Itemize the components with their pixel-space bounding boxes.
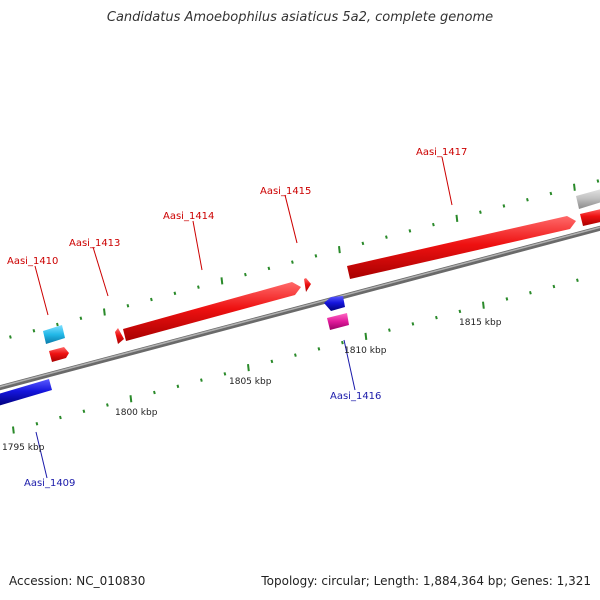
gene-right-edge-arrow[interactable] [580, 208, 600, 226]
gene-label: Aasi_1409 [24, 478, 75, 489]
outer-tick-row [9, 179, 600, 339]
minor-tick [458, 309, 462, 314]
minor-tick [341, 340, 344, 345]
major-tick [129, 395, 133, 403]
map-title: Candidatus Amoebophilus asiaticus 5a2, c… [106, 10, 494, 25]
gene-label: Aasi_1414 [163, 211, 214, 222]
major-tick [573, 183, 576, 191]
minor-tick [385, 235, 388, 239]
major-tick [12, 426, 15, 434]
minor-tick [435, 315, 438, 320]
minor-tick [82, 409, 86, 414]
minor-tick [502, 204, 506, 208]
minor-tick [529, 290, 532, 295]
major-tick [364, 332, 368, 340]
scale-label-1795: 1795 kbp [2, 443, 45, 453]
genome-backbone [0, 225, 600, 391]
gene-label: Aasi_1413 [69, 238, 120, 249]
minor-tick [576, 278, 579, 282]
scale-labels: 1795 kbp 1800 kbp 1805 kbp 1810 kbp 1815… [2, 318, 502, 453]
minor-tick [270, 359, 274, 364]
minor-tick [32, 329, 36, 333]
gene-magenta-block[interactable] [327, 313, 349, 330]
minor-tick [549, 191, 553, 196]
minor-tick [552, 284, 556, 289]
forward-strand-genes [43, 188, 600, 362]
minor-tick [9, 335, 12, 339]
minor-tick [361, 241, 365, 246]
major-tick [220, 277, 224, 285]
minor-tick [411, 322, 415, 326]
label-callouts [34, 156, 453, 479]
minor-tick [153, 390, 156, 395]
gene-labels: Aasi_1409 Aasi_1410 Aasi_1413 Aasi_1414 … [7, 147, 467, 489]
minor-tick [479, 210, 482, 214]
minor-tick [432, 222, 435, 227]
scale-label-1805: 1805 kbp [229, 377, 272, 387]
minor-tick [176, 384, 180, 389]
minor-tick [291, 260, 294, 264]
major-tick [482, 301, 485, 309]
gene-label: Aasi_1417 [416, 147, 467, 158]
major-tick [455, 214, 459, 223]
minor-tick [317, 347, 321, 351]
minor-tick [294, 353, 297, 357]
minor-tick [505, 297, 509, 301]
minor-tick [223, 372, 227, 376]
minor-tick [150, 297, 153, 302]
gene-aasi-1415-arrow[interactable] [304, 278, 311, 292]
gene-aasi-1416-arrow[interactable] [324, 296, 345, 311]
gene-aasi-1413-1414-arrow[interactable] [123, 282, 301, 341]
minor-tick [197, 285, 200, 289]
minor-tick [35, 422, 39, 426]
gene-aasi-1410-arrow[interactable] [49, 347, 69, 362]
gene-label: Aasi_1415 [260, 186, 311, 197]
minor-tick [200, 378, 203, 382]
minor-tick [267, 266, 271, 271]
minor-tick [388, 328, 391, 332]
minor-tick [526, 197, 529, 202]
scale-label-1810: 1810 kbp [344, 346, 387, 356]
scale-label-1815: 1815 kbp [459, 318, 502, 328]
major-tick [103, 308, 106, 316]
gene-aasi-1417-arrow[interactable] [347, 216, 576, 279]
minor-tick [59, 415, 62, 420]
minor-tick [126, 304, 130, 308]
minor-tick [173, 291, 177, 296]
gene-aasi-1412-arrow[interactable] [115, 328, 124, 344]
genome-summary-text: Topology: circular; Length: 1,884,364 bp… [261, 574, 591, 588]
gene-cyan-block[interactable] [43, 325, 65, 344]
minor-tick [314, 254, 318, 258]
gene-label: Aasi_1410 [7, 256, 58, 267]
minor-tick [56, 322, 59, 327]
gene-label: Aasi_1416 [330, 391, 381, 402]
inner-tick-row [12, 278, 579, 434]
minor-tick [106, 403, 109, 407]
scale-label-1800: 1800 kbp [115, 408, 158, 418]
minor-tick [596, 179, 600, 183]
accession-text: Accession: NC_010830 [9, 574, 146, 588]
gene-aasi-1409-arrow[interactable] [0, 379, 52, 406]
minor-tick [79, 316, 83, 321]
gene-grey-arrow[interactable] [576, 188, 600, 209]
major-tick [247, 363, 250, 372]
minor-tick [408, 229, 412, 233]
major-tick [338, 246, 341, 254]
reverse-strand-genes [0, 296, 349, 406]
minor-tick [244, 272, 247, 277]
